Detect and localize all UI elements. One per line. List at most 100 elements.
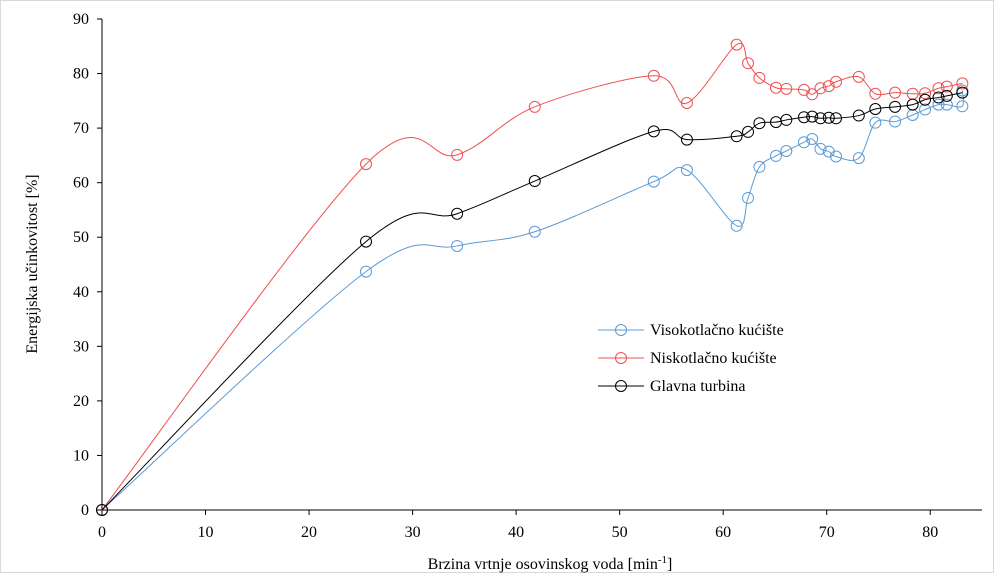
data-point bbox=[906, 109, 919, 122]
data-point bbox=[940, 98, 953, 111]
data-point bbox=[852, 109, 865, 122]
y-tick-label: 0 bbox=[81, 502, 89, 519]
data-point bbox=[940, 89, 953, 102]
data-point bbox=[932, 82, 945, 95]
data-point bbox=[647, 125, 660, 138]
x-tick-label: 30 bbox=[405, 524, 421, 541]
data-point bbox=[869, 103, 882, 116]
legend-marker bbox=[615, 380, 627, 392]
y-tick-label: 60 bbox=[73, 175, 89, 192]
data-point bbox=[852, 70, 865, 83]
series-1 bbox=[96, 84, 969, 516]
data-point bbox=[919, 103, 932, 116]
series-line bbox=[101, 90, 964, 511]
legend-label: Niskotlačno kućište bbox=[650, 350, 777, 367]
legend-label: Glavna turbina bbox=[650, 378, 746, 395]
data-point bbox=[806, 88, 819, 101]
y-tick-label: 30 bbox=[73, 338, 89, 355]
data-point bbox=[451, 207, 464, 220]
legend-item: Visokotlačno kućište bbox=[598, 322, 784, 339]
series-layer bbox=[96, 38, 969, 516]
data-point bbox=[906, 98, 919, 111]
y-tick-label: 80 bbox=[73, 66, 89, 83]
data-point bbox=[753, 71, 766, 84]
data-point bbox=[797, 136, 810, 149]
data-point bbox=[360, 265, 372, 278]
data-point bbox=[814, 142, 827, 155]
data-point bbox=[889, 86, 902, 99]
data-point bbox=[889, 115, 902, 128]
series-2 bbox=[96, 38, 969, 516]
data-point bbox=[830, 112, 843, 125]
y-tick-label: 70 bbox=[73, 120, 89, 137]
data-point bbox=[742, 191, 755, 204]
data-point bbox=[814, 112, 827, 125]
x-axis-title-superscript: -1 bbox=[658, 554, 667, 566]
data-point bbox=[830, 150, 843, 163]
y-tick-label: 40 bbox=[73, 284, 89, 301]
data-point bbox=[932, 91, 945, 104]
data-point bbox=[360, 158, 372, 171]
data-point bbox=[919, 87, 932, 100]
data-point bbox=[528, 225, 541, 238]
x-tick-label: 20 bbox=[301, 524, 317, 541]
data-point bbox=[780, 82, 793, 95]
data-point bbox=[869, 116, 882, 129]
x-tick-label: 40 bbox=[508, 524, 524, 541]
x-tick-label: 70 bbox=[819, 524, 835, 541]
y-tick-label: 20 bbox=[73, 393, 89, 410]
data-point bbox=[956, 77, 969, 90]
legend-marker bbox=[615, 352, 627, 364]
x-axis-title-main: Brzina vrtnje osovinskog voda [min bbox=[428, 556, 658, 573]
y-tick-label: 90 bbox=[73, 11, 89, 28]
y-axis-ticks: 0 10 20 30 40 50 60 70 80 90 bbox=[73, 11, 102, 519]
x-axis-ticks: 0 10 20 30 40 50 60 70 80 bbox=[98, 510, 938, 541]
data-point bbox=[528, 175, 541, 188]
data-point bbox=[528, 100, 541, 113]
data-point bbox=[889, 100, 902, 113]
data-point bbox=[797, 111, 810, 124]
x-tick-label: 60 bbox=[715, 524, 731, 541]
x-tick-label: 10 bbox=[198, 524, 214, 541]
legend-item: Niskotlačno kućište bbox=[598, 350, 777, 367]
data-point bbox=[730, 38, 743, 51]
y-tick-label: 10 bbox=[73, 447, 89, 464]
data-point bbox=[730, 130, 743, 143]
data-point bbox=[647, 175, 660, 188]
data-point bbox=[780, 113, 793, 126]
data-point bbox=[730, 219, 743, 232]
data-point bbox=[822, 111, 835, 124]
x-axis-title-suffix: ] bbox=[667, 556, 672, 573]
x-tick-label: 50 bbox=[612, 524, 628, 541]
data-point bbox=[806, 110, 819, 123]
data-point bbox=[956, 86, 969, 99]
data-point bbox=[769, 81, 782, 94]
data-point bbox=[451, 148, 464, 161]
data-point bbox=[932, 98, 945, 111]
legend-label: Visokotlačno kućište bbox=[650, 322, 784, 339]
data-point bbox=[753, 160, 766, 173]
data-point bbox=[769, 149, 782, 162]
x-tick-label: 0 bbox=[98, 524, 106, 541]
data-point bbox=[814, 82, 827, 95]
data-point bbox=[940, 80, 953, 93]
legend-marker bbox=[615, 324, 627, 336]
data-point bbox=[742, 57, 755, 70]
data-point bbox=[822, 80, 835, 93]
data-point bbox=[680, 133, 693, 146]
data-point bbox=[869, 87, 882, 100]
data-point bbox=[852, 152, 865, 165]
x-axis-title: Brzina vrtnje osovinskog voda [min-1] bbox=[428, 554, 673, 573]
legend-item: Glavna turbina bbox=[598, 378, 746, 395]
data-point bbox=[96, 504, 108, 516]
x-tick-label: 80 bbox=[922, 524, 938, 541]
data-point bbox=[360, 235, 372, 248]
data-point bbox=[956, 100, 969, 113]
series-3 bbox=[96, 86, 969, 516]
data-point bbox=[647, 69, 660, 82]
data-point bbox=[919, 93, 932, 106]
